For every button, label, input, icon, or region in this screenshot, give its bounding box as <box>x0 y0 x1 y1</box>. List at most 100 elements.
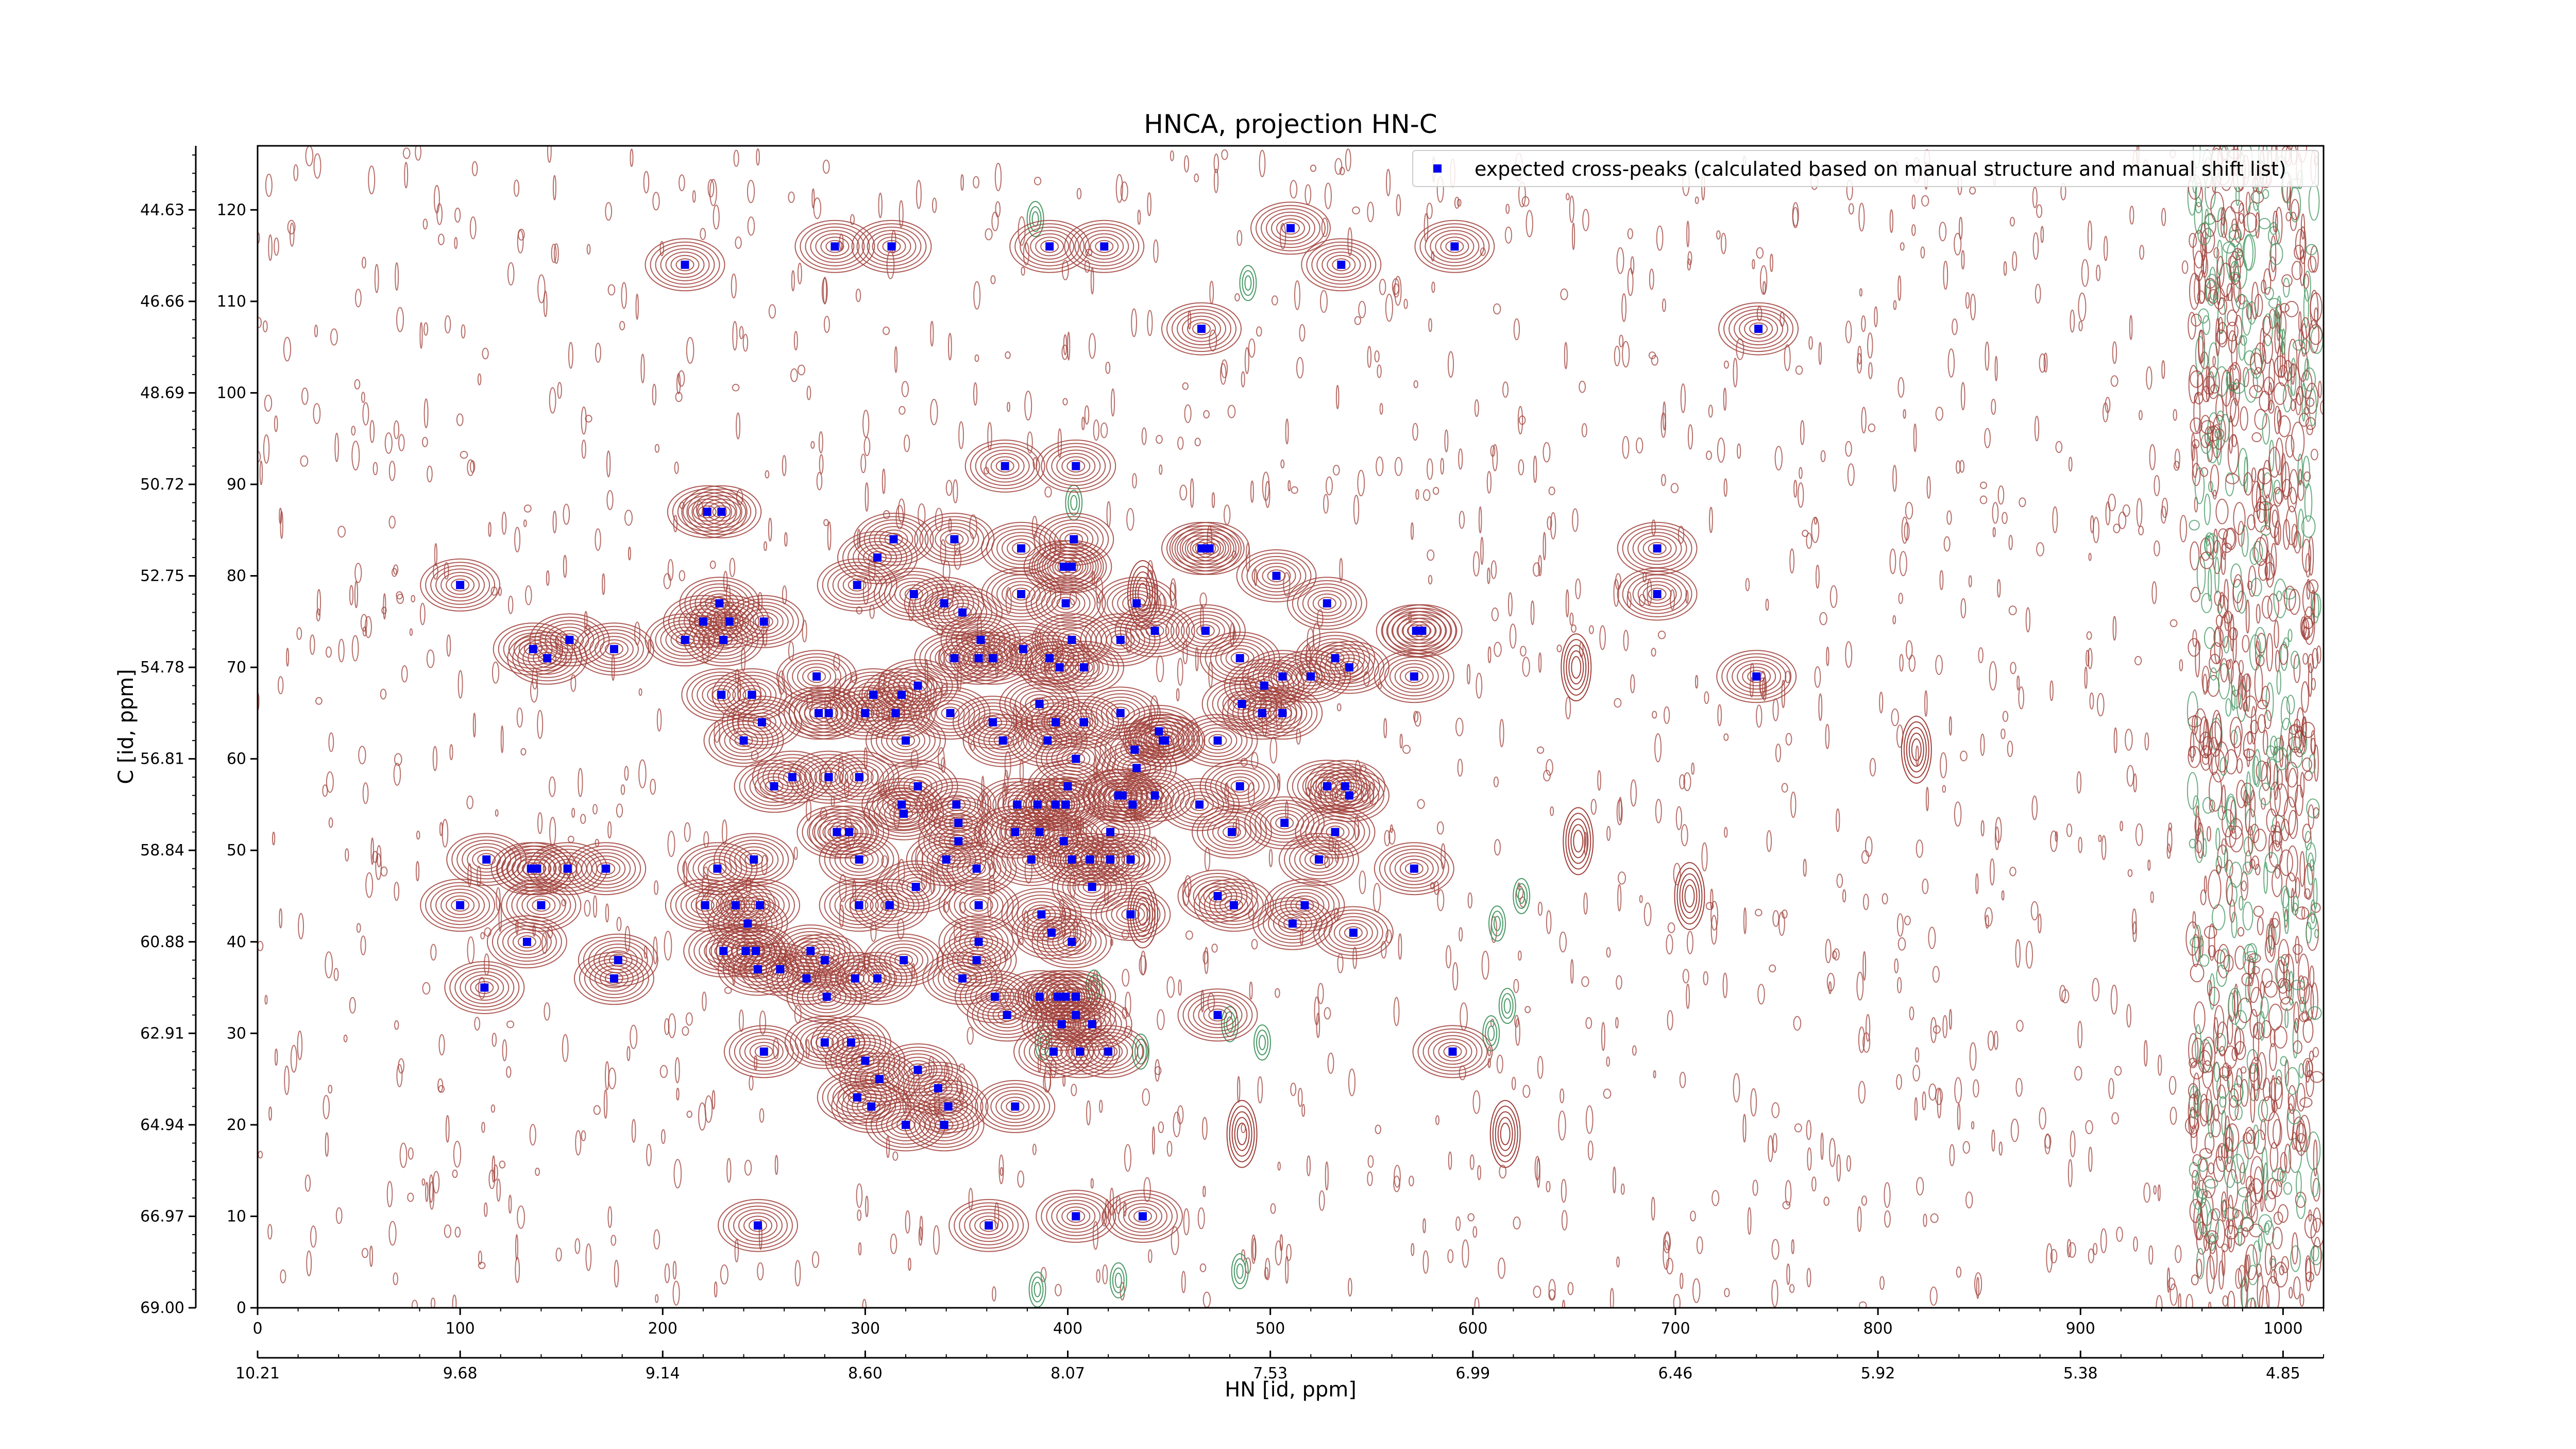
water-streak-contour <box>2193 1072 2200 1105</box>
noise-contour <box>1995 817 2002 844</box>
water-streak-contour <box>2236 1068 2243 1088</box>
water-streak-contour <box>2280 453 2286 493</box>
water-streak-contour <box>2259 1010 2265 1041</box>
noise-contour <box>492 661 500 684</box>
peak-contour <box>578 933 658 987</box>
noise-contour <box>1768 1135 1773 1162</box>
noise-contour <box>672 1280 680 1306</box>
noise-contour <box>886 250 895 279</box>
noise-contour <box>674 461 679 474</box>
water-streak-contour <box>2305 1060 2311 1083</box>
unassigned-peak-contour <box>1234 1117 1250 1151</box>
peak-contour <box>1027 904 1056 924</box>
noise-contour <box>552 175 556 200</box>
noise-contour <box>759 1010 767 1035</box>
noise-contour <box>1987 1031 1994 1051</box>
water-streak-contour <box>2268 918 2275 957</box>
peak-contour <box>1037 918 1107 965</box>
peak-contour <box>1046 590 1086 617</box>
expected-cross-peak-marker <box>1035 700 1044 709</box>
noise-contour <box>1929 1286 1938 1306</box>
water-streak-contour <box>2247 1265 2259 1286</box>
expected-cross-peak-marker <box>972 864 981 873</box>
peak-contour <box>1744 319 1773 339</box>
noise-contour <box>2084 666 2088 689</box>
peak-contour <box>1192 322 1211 335</box>
x-tick-label: 0 <box>252 1320 262 1338</box>
water-streak-contour <box>2199 954 2210 967</box>
peak-contour <box>579 626 649 672</box>
water-streak-contour <box>2292 944 2303 955</box>
noise-contour <box>549 817 556 847</box>
peak-contour <box>1109 789 1128 802</box>
peak-contour <box>974 1216 1004 1236</box>
peak-contour <box>699 623 749 656</box>
expected-cross-peak-marker <box>991 992 999 1001</box>
noise-contour <box>1436 821 1444 835</box>
noise-contour <box>806 385 811 400</box>
noise-contour <box>1737 443 1741 459</box>
water-streak-contour <box>2284 908 2290 934</box>
noise-contour <box>1287 480 1291 492</box>
noise-contour <box>354 563 362 583</box>
noise-contour <box>1318 1190 1325 1211</box>
water-streak-contour <box>2204 494 2211 526</box>
noise-contour <box>1836 1154 1841 1182</box>
water-streak-contour <box>2205 1178 2218 1189</box>
noise-contour <box>438 233 445 246</box>
noise-contour <box>328 1085 333 1094</box>
water-streak-contour <box>2299 1012 2310 1022</box>
expected-cross-peak-marker <box>529 645 537 653</box>
water-streak-contour <box>2242 901 2253 931</box>
noise-contour <box>1683 772 1691 791</box>
noise-contour <box>1291 486 1298 494</box>
noise-contour <box>1543 442 1551 463</box>
noise-contour <box>1818 693 1823 721</box>
noise-contour <box>2010 1118 2019 1142</box>
noise-contour <box>334 432 339 462</box>
noise-contour <box>973 281 981 310</box>
noise-contour <box>1151 1126 1155 1155</box>
peak-contour <box>532 899 551 912</box>
noise-contour <box>1943 536 1951 552</box>
expected-cross-peak-marker <box>1076 1047 1084 1056</box>
expected-cross-peak-marker <box>776 965 785 973</box>
noise-contour <box>593 1105 601 1115</box>
peak-contour <box>915 689 986 736</box>
water-streak-contour <box>2292 1021 2298 1059</box>
expected-cross-peak-marker <box>911 883 920 891</box>
noise-contour <box>283 336 292 362</box>
peak-contour <box>744 853 764 866</box>
noise-contour <box>1402 745 1411 754</box>
negative-contour <box>1487 1025 1495 1041</box>
water-streak-contour <box>2284 300 2299 317</box>
noise-contour <box>1178 979 1182 996</box>
noise-contour <box>1778 912 1785 936</box>
noise-contour <box>537 274 546 304</box>
noise-contour <box>663 573 671 589</box>
peak-contour <box>1056 597 1075 610</box>
water-streak-contour <box>2202 315 2211 335</box>
expected-cross-peak-marker <box>1088 883 1096 891</box>
water-streak-contour <box>2253 905 2264 917</box>
water-streak-contour <box>2309 1050 2314 1062</box>
expected-cross-peak-marker <box>456 901 465 909</box>
water-streak-contour <box>2222 1295 2229 1307</box>
noise-contour <box>574 1238 581 1254</box>
noise-contour <box>720 1264 728 1285</box>
noise-contour <box>1399 733 1403 749</box>
unassigned-peak-contour <box>1135 897 1150 932</box>
noise-contour <box>453 1140 462 1168</box>
noise-contour <box>1427 458 1433 480</box>
noise-contour <box>894 346 898 373</box>
noise-contour <box>1789 1284 1795 1293</box>
peak-contour <box>1036 583 1096 624</box>
peak-contour <box>451 578 470 592</box>
noise-contour <box>1614 698 1622 708</box>
peak-contour <box>802 666 832 686</box>
noise-contour <box>1325 1161 1329 1191</box>
noise-contour <box>541 932 548 954</box>
water-streak-contour <box>2190 936 2204 949</box>
expected-cross-peak-marker <box>853 581 861 589</box>
noise-contour <box>1916 1177 1924 1195</box>
